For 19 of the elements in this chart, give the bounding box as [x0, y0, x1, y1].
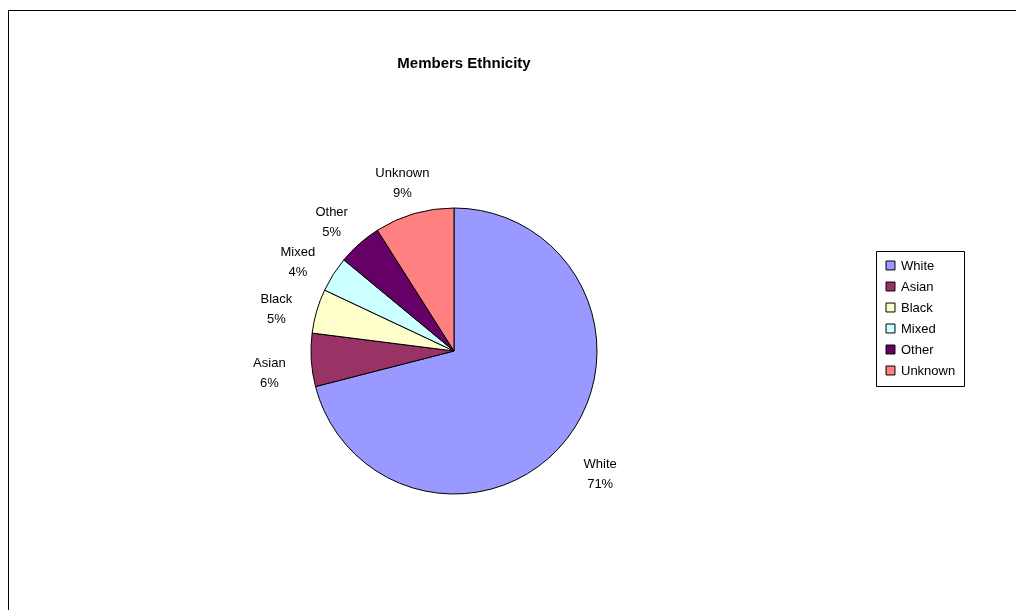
legend-label: Black [901, 299, 934, 315]
data-label: 71% [587, 476, 614, 492]
slice-label: White [583, 456, 617, 472]
legend-label: Unknown [901, 362, 956, 378]
chart-title: Members Ethnicity [397, 54, 532, 71]
slice-label: Mixed [280, 243, 316, 259]
legend-label: Mixed [901, 320, 936, 336]
legend-label: White [901, 257, 935, 273]
data-label: 4% [288, 263, 308, 279]
slice-label: Asian [253, 354, 286, 370]
slice-label: Black [260, 291, 293, 307]
data-label: 9% [392, 185, 413, 201]
legend-label: Other [901, 341, 935, 357]
data-label: 5% [322, 224, 342, 240]
data-label: 6% [259, 374, 280, 390]
slice-label: Unknown [375, 165, 430, 181]
data-label: 5% [266, 311, 287, 327]
legend-label: Asian [901, 278, 934, 294]
slice-label: Other [315, 204, 349, 220]
